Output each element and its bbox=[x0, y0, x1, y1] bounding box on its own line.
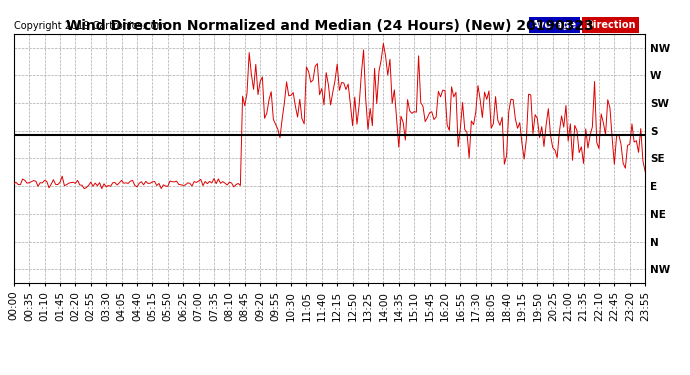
Title: Wind Direction Normalized and Median (24 Hours) (New) 20190323: Wind Direction Normalized and Median (24… bbox=[66, 19, 593, 33]
Text: Copyright 2019 Cartronics.com: Copyright 2019 Cartronics.com bbox=[14, 21, 166, 31]
Text: Direction: Direction bbox=[585, 20, 635, 30]
Text: Average: Average bbox=[531, 20, 577, 30]
